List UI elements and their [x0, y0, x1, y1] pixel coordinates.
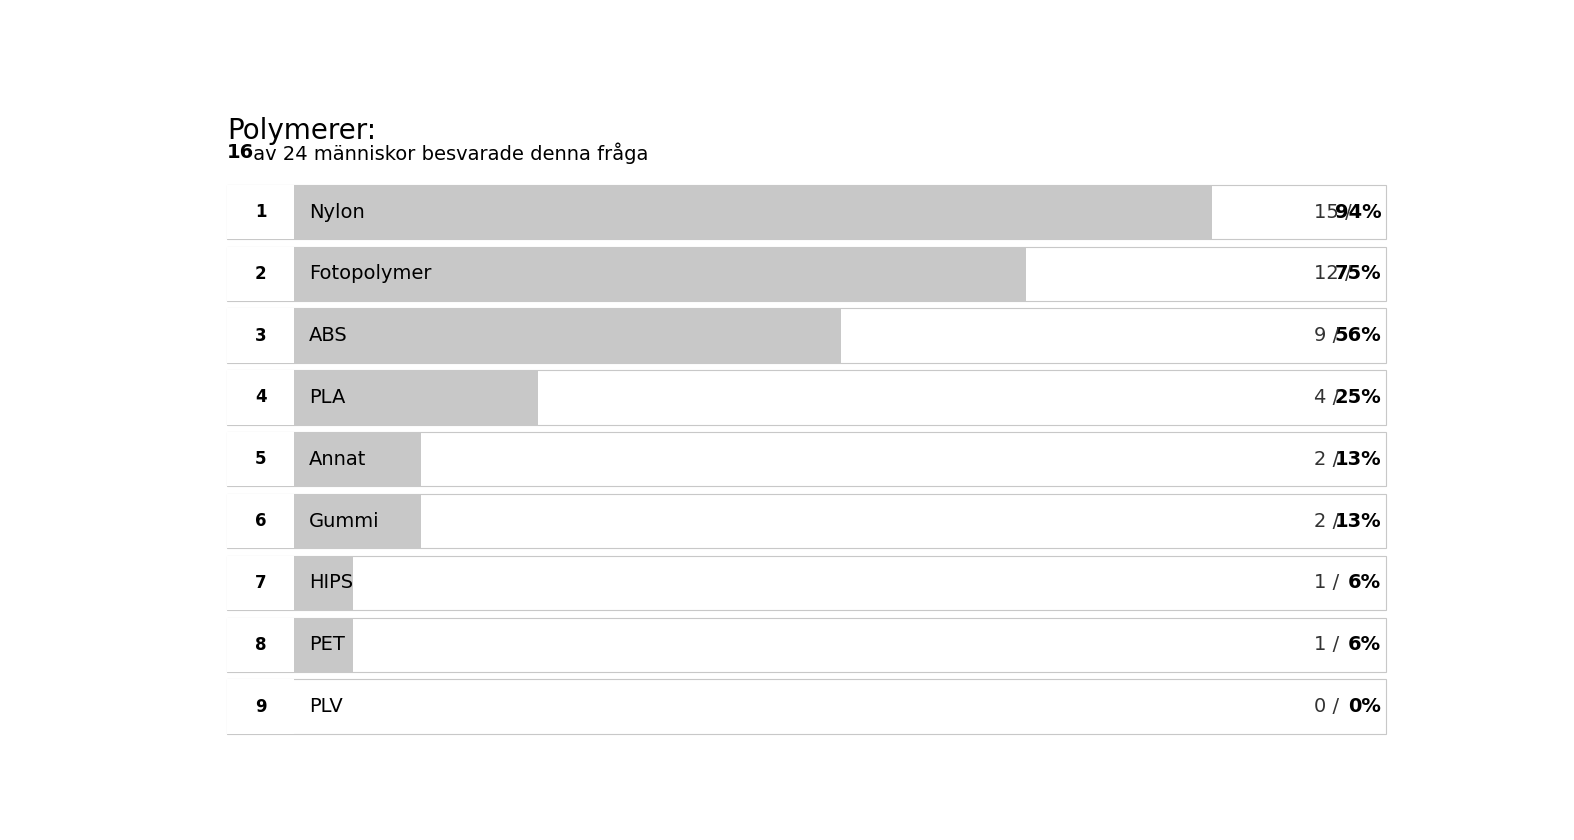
Text: Annat: Annat — [309, 449, 367, 469]
FancyBboxPatch shape — [227, 680, 294, 733]
FancyBboxPatch shape — [227, 308, 294, 363]
FancyBboxPatch shape — [227, 617, 294, 672]
FancyBboxPatch shape — [227, 556, 1387, 610]
FancyBboxPatch shape — [227, 370, 1387, 425]
FancyBboxPatch shape — [227, 432, 1387, 486]
Text: 1 /: 1 / — [1314, 635, 1346, 654]
Text: 94%: 94% — [1335, 202, 1382, 222]
Text: Nylon: Nylon — [309, 202, 365, 222]
Text: Fotopolymer: Fotopolymer — [309, 265, 431, 283]
Text: Gummi: Gummi — [309, 512, 379, 531]
FancyBboxPatch shape — [294, 370, 538, 425]
Text: 13%: 13% — [1335, 449, 1382, 469]
Text: 4: 4 — [255, 388, 266, 407]
Text: 9 /: 9 / — [1314, 326, 1346, 345]
Text: 9: 9 — [255, 697, 266, 716]
FancyBboxPatch shape — [227, 185, 294, 239]
FancyBboxPatch shape — [294, 494, 422, 549]
Text: 12 /: 12 / — [1314, 265, 1358, 283]
Text: 2 /: 2 / — [1314, 512, 1346, 531]
FancyBboxPatch shape — [227, 617, 1387, 672]
Text: PLV: PLV — [309, 697, 343, 716]
Text: 1: 1 — [255, 203, 266, 221]
Text: 7: 7 — [255, 574, 266, 592]
Text: ABS: ABS — [309, 326, 348, 345]
FancyBboxPatch shape — [294, 432, 422, 486]
FancyBboxPatch shape — [294, 185, 1212, 239]
FancyBboxPatch shape — [294, 308, 841, 363]
Text: 15 /: 15 / — [1314, 202, 1358, 222]
Text: 6%: 6% — [1347, 635, 1382, 654]
FancyBboxPatch shape — [227, 556, 294, 610]
Text: 6: 6 — [255, 512, 266, 530]
Text: 75%: 75% — [1335, 265, 1382, 283]
Text: 0 /: 0 / — [1314, 697, 1346, 716]
FancyBboxPatch shape — [227, 494, 294, 549]
Text: HIPS: HIPS — [309, 574, 353, 592]
FancyBboxPatch shape — [227, 308, 1387, 363]
FancyBboxPatch shape — [227, 494, 1387, 549]
Text: 2: 2 — [255, 265, 266, 283]
Text: 3: 3 — [255, 327, 266, 344]
Text: av 24 människor besvarade denna fråga: av 24 människor besvarade denna fråga — [247, 143, 648, 165]
Text: PET: PET — [309, 635, 345, 654]
FancyBboxPatch shape — [227, 247, 1387, 301]
Text: PLA: PLA — [309, 388, 345, 407]
FancyBboxPatch shape — [294, 556, 353, 610]
Text: 6%: 6% — [1347, 574, 1382, 592]
Text: 5: 5 — [255, 450, 266, 468]
Text: 25%: 25% — [1335, 388, 1382, 407]
FancyBboxPatch shape — [227, 370, 294, 425]
Text: 4 /: 4 / — [1314, 388, 1346, 407]
Text: 1 /: 1 / — [1314, 574, 1346, 592]
Text: 56%: 56% — [1335, 326, 1382, 345]
FancyBboxPatch shape — [227, 247, 294, 301]
FancyBboxPatch shape — [227, 680, 1387, 733]
Text: 0%: 0% — [1349, 697, 1382, 716]
FancyBboxPatch shape — [227, 185, 1387, 239]
FancyBboxPatch shape — [227, 432, 294, 486]
Text: Polymerer:: Polymerer: — [227, 117, 376, 145]
Text: 8: 8 — [255, 636, 266, 654]
FancyBboxPatch shape — [294, 617, 353, 672]
FancyBboxPatch shape — [294, 247, 1026, 301]
Text: 2 /: 2 / — [1314, 449, 1346, 469]
Text: 16: 16 — [227, 143, 255, 162]
Text: 13%: 13% — [1335, 512, 1382, 531]
